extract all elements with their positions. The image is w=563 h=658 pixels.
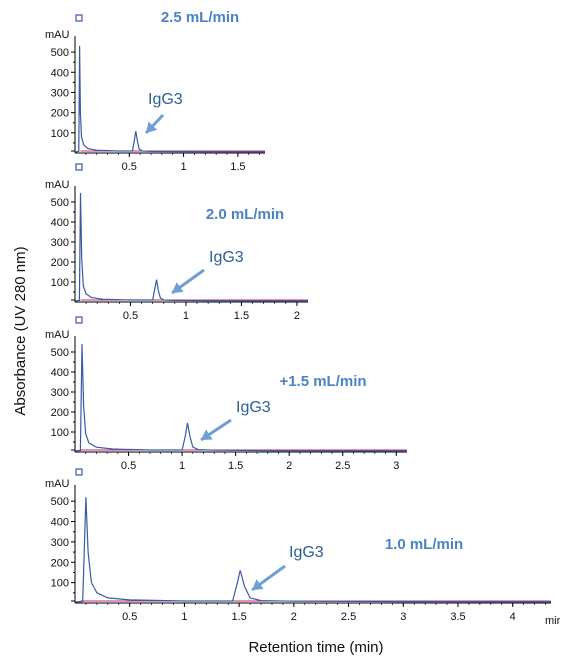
y-tick-label: 200 — [51, 257, 69, 269]
y-tick-label: 300 — [51, 537, 69, 549]
y-tick-label: 500 — [51, 197, 69, 209]
x-tick-label: 2.5 — [335, 460, 350, 472]
x-tick-label: 3.5 — [450, 611, 465, 623]
x-tick-label: 1 — [183, 310, 189, 322]
y-tick-label: 100 — [51, 128, 69, 140]
x-unit-fragment: mir — [545, 615, 561, 627]
panel-marker-square — [75, 14, 83, 22]
y-tick-label: 500 — [51, 347, 69, 359]
x-tick-label: 3 — [393, 460, 399, 472]
x-tick-label: 0.5 — [122, 611, 137, 623]
peak-arrow-head — [172, 282, 184, 293]
y-tick-label: 500 — [51, 496, 69, 508]
y-tick-label: 400 — [51, 67, 69, 79]
y-tick-label: 300 — [51, 237, 69, 249]
y-unit-label: mAU — [45, 329, 70, 341]
x-tick-label: 3 — [400, 611, 406, 623]
y-tick-label: 100 — [51, 578, 69, 590]
y-unit-label: mAU — [45, 478, 70, 490]
x-tick-label: 1.5 — [234, 310, 249, 322]
x-tick-label: 2 — [294, 310, 300, 322]
x-tick-label: 0.5 — [123, 310, 138, 322]
peak-annotation-igg3: IgG3 — [148, 91, 183, 108]
x-axis-title: Retention time (min) — [248, 639, 383, 656]
flow-rate-label: 2.5 mL/min — [161, 9, 239, 26]
peak-arrow-head — [146, 121, 158, 133]
y-unit-label: mAU — [45, 29, 70, 41]
y-tick-label: 100 — [51, 427, 69, 439]
chromatogram-trace — [74, 45, 265, 153]
x-tick-label: 1 — [181, 161, 187, 173]
flow-rate-label: 1.0 mL/min — [385, 536, 463, 553]
chromatogram-trace — [74, 192, 308, 302]
flow-rate-label: +1.5 mL/min — [279, 373, 366, 390]
x-tick-label: 1 — [179, 460, 185, 472]
peak-annotation-igg3: IgG3 — [209, 249, 244, 266]
panel-1: mAU 100 200 300 400 500 0.5 1 1.5 2.5 mL/min IgG3 — [45, 9, 265, 173]
peak-annotation-igg3: IgG3 — [289, 544, 324, 561]
panel-marker-square — [75, 163, 83, 171]
x-tick-label: 1 — [181, 611, 187, 623]
y-unit-label: mAU — [45, 179, 70, 191]
x-tick-label: 1.5 — [230, 161, 245, 173]
y-tick-label: 500 — [51, 47, 69, 59]
y-tick-label: 200 — [51, 108, 69, 120]
y-tick-label: 300 — [51, 87, 69, 99]
y-tick-label: 400 — [51, 217, 69, 229]
panel-marker-square — [75, 316, 83, 324]
y-tick-label: 200 — [51, 407, 69, 419]
y-tick-label: 100 — [51, 277, 69, 289]
panel-marker-square — [75, 468, 83, 476]
panel-3: mAU 100 200 300 400 500 0.5 1 1.5 2 2.5 3 +1.5 mL/mi… — [45, 316, 407, 472]
x-tick-label: 1.5 — [228, 460, 243, 472]
x-tick-label: 0.5 — [121, 460, 136, 472]
chromatogram-trace — [74, 343, 407, 452]
peak-arrow-head — [201, 429, 213, 440]
panel-4: mAU 100 200 300 400 500 0.5 1 1.5 2 2.5 3 3.5 4 1.0 mL… — [45, 468, 561, 627]
x-tick-label: 2.5 — [341, 611, 356, 623]
flow-rate-label: 2.0 mL/min — [206, 206, 284, 223]
x-tick-label: 0.5 — [122, 161, 137, 173]
peak-arrow-head — [252, 579, 264, 590]
x-tick-label: 1.5 — [231, 611, 246, 623]
y-axis-title: Absorbance (UV 280 nm) — [12, 246, 29, 415]
y-tick-label: 400 — [51, 517, 69, 529]
y-tick-label: 200 — [51, 557, 69, 569]
x-tick-label: 2 — [286, 460, 292, 472]
peak-annotation-igg3: IgG3 — [236, 399, 271, 416]
x-tick-label: 2 — [291, 611, 297, 623]
y-tick-label: 300 — [51, 387, 69, 399]
y-tick-label: 400 — [51, 367, 69, 379]
chromatogram-trace — [74, 497, 551, 603]
x-tick-label: 4 — [510, 611, 516, 623]
panel-2: mAU 100 200 300 400 500 0.5 1 1.5 2 2.0 mL/min IgG3 — [45, 163, 308, 322]
